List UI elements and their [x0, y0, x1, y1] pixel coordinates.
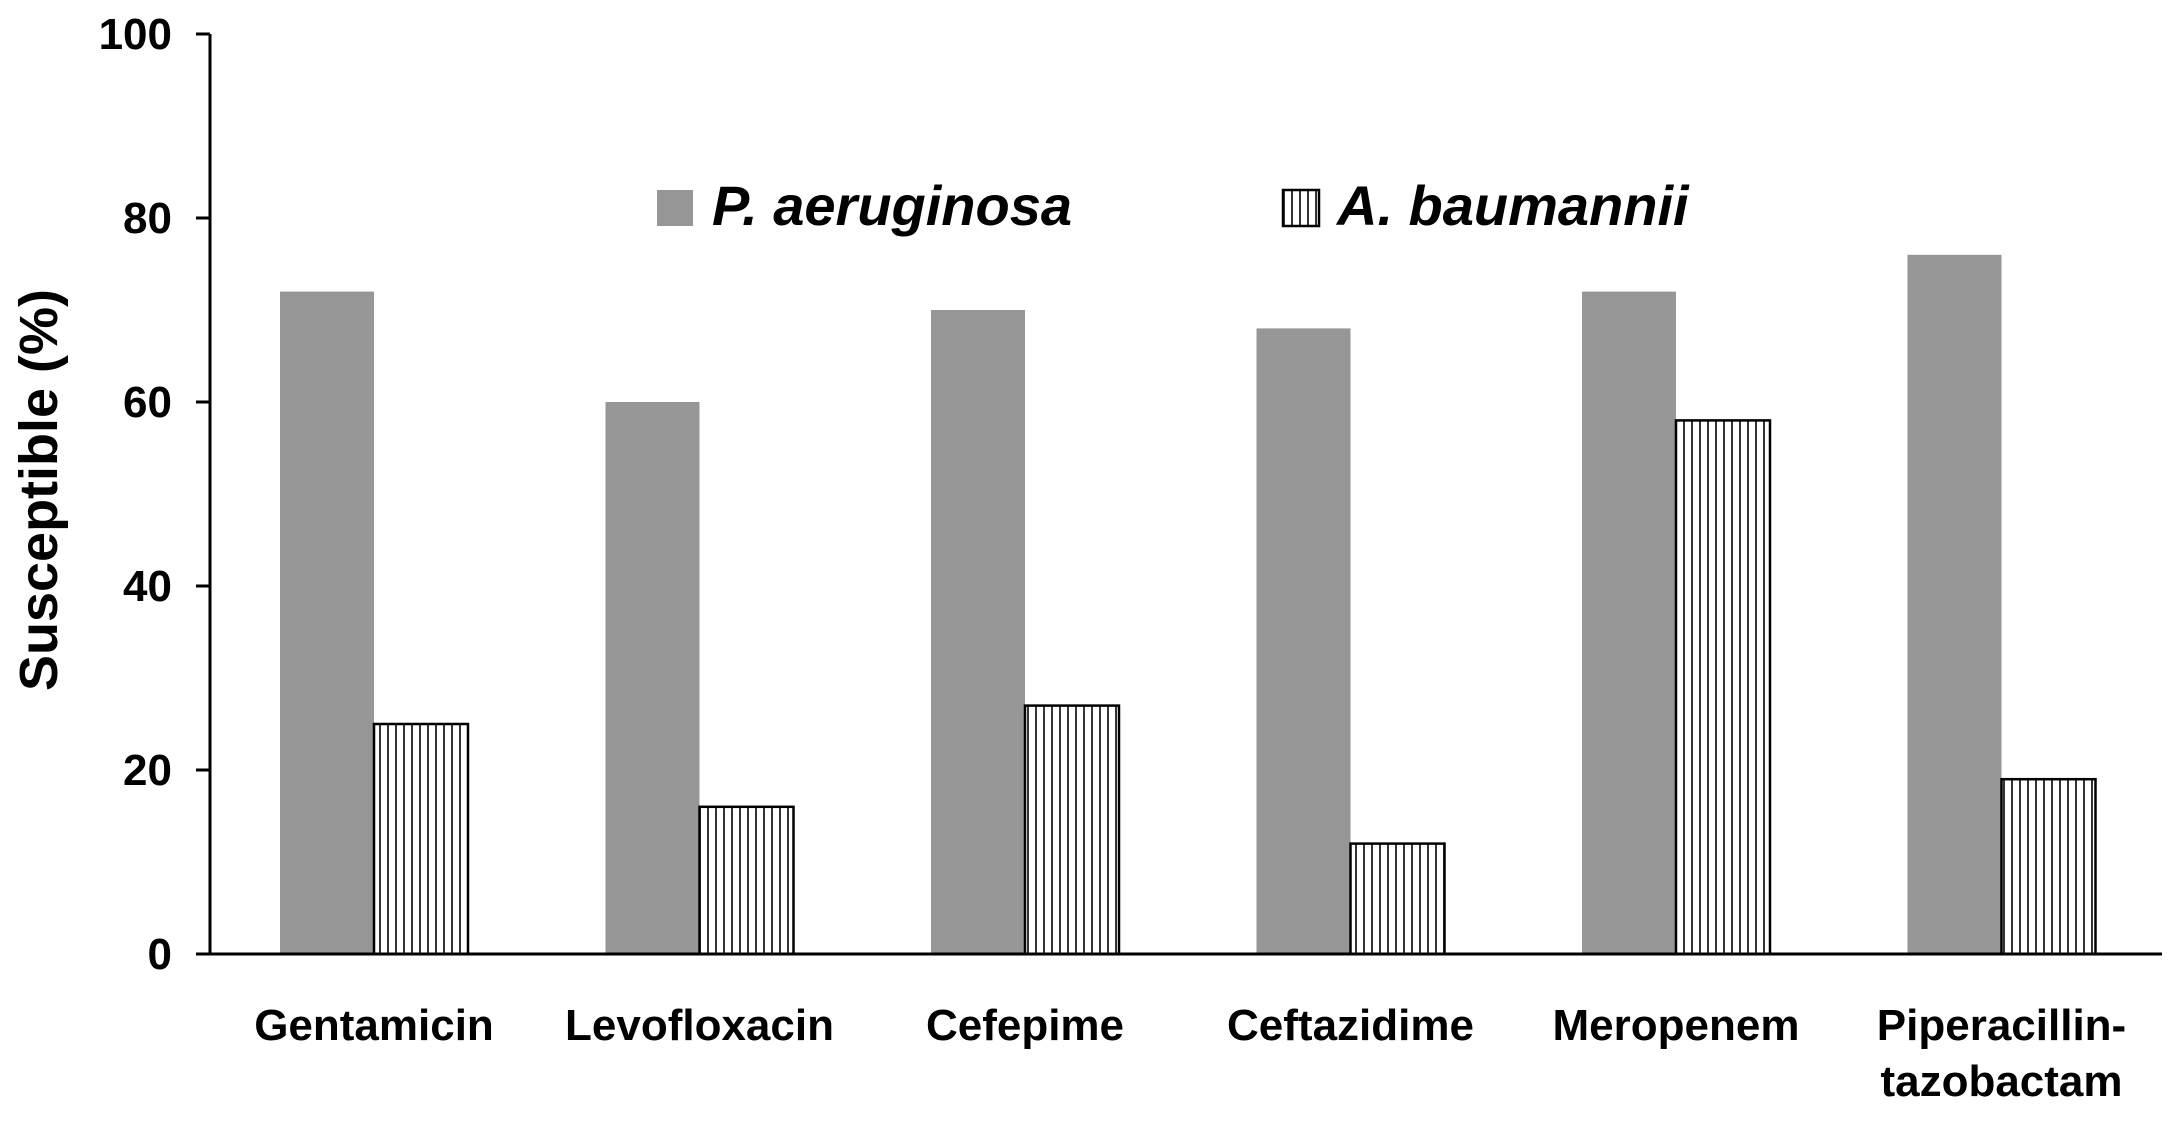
bars-layer: [280, 254, 2097, 956]
legend-label-a-baumannii: A. baumannii: [1335, 174, 1690, 237]
bar-a-baumannii-piperacillin-tazobactam: [2000, 777, 2097, 956]
x-tick-label-meropenem: Meropenem: [1553, 1001, 1800, 1050]
y-tick-label-60: 60: [123, 378, 172, 427]
x-tick-label-line: Piperacillin-: [1877, 1001, 2126, 1050]
axes-layer: [196, 32, 2162, 956]
bar-a-baumannii-ceftazidime: [1349, 842, 1446, 956]
bar-p-aeruginosa-gentamicin: [280, 291, 374, 955]
bar-p-aeruginosa-piperacillin-tazobactam: [1907, 254, 2002, 955]
legend-swatch-a-baumannii: [1281, 188, 1321, 228]
legend-label-p-aeruginosa: P. aeruginosa: [712, 174, 1072, 237]
y-axis-title: Susceptible (%): [9, 289, 69, 691]
y-tick-label-100: 100: [99, 10, 172, 59]
x-tick-label-piperacillin-tazobactam: Piperacillin-tazobactam: [1877, 1001, 2126, 1106]
x-tick-label-line: Levofloxacin: [565, 1001, 834, 1050]
x-tick-label-gentamicin: Gentamicin: [254, 1001, 494, 1050]
bar-a-baumannii-levofloxacin: [698, 805, 795, 956]
bar-p-aeruginosa-meropenem: [1582, 291, 1676, 955]
bar-a-baumannii-cefepime: [1023, 704, 1121, 956]
bar-p-aeruginosa-ceftazidime: [1256, 328, 1351, 954]
bar-p-aeruginosa-cefepime: [931, 310, 1025, 954]
x-tick-label-line: Ceftazidime: [1227, 1001, 1474, 1050]
x-tick-label-line: Meropenem: [1553, 1001, 1800, 1050]
bar-a-baumannii-gentamicin: [372, 722, 470, 956]
legend-swatch-p-aeruginosa: [657, 190, 693, 226]
bar-p-aeruginosa-levofloxacin: [605, 402, 700, 954]
x-tick-label-cefepime: Cefepime: [926, 1001, 1124, 1050]
x-tick-label-ceftazidime: Ceftazidime: [1227, 1001, 1474, 1050]
y-tick-label-80: 80: [123, 194, 172, 243]
y-tick-label-40: 40: [123, 562, 172, 611]
legend: P. aeruginosa A. baumannii: [657, 174, 1690, 237]
y-tick-label-0: 0: [148, 930, 172, 979]
x-tick-label-line: tazobactam: [1880, 1057, 2122, 1106]
x-tick-label-line: Cefepime: [926, 1001, 1124, 1050]
labels-layer: 0 20 40 60 80 100 Gentamicin Levofloxacin Cefepi…: [9, 10, 2126, 1106]
x-tick-label-line: Gentamicin: [254, 1001, 494, 1050]
y-tick-label-20: 20: [123, 746, 172, 795]
x-tick-label-levofloxacin: Levofloxacin: [565, 1001, 834, 1050]
bar-a-baumannii-meropenem: [1674, 419, 1772, 956]
